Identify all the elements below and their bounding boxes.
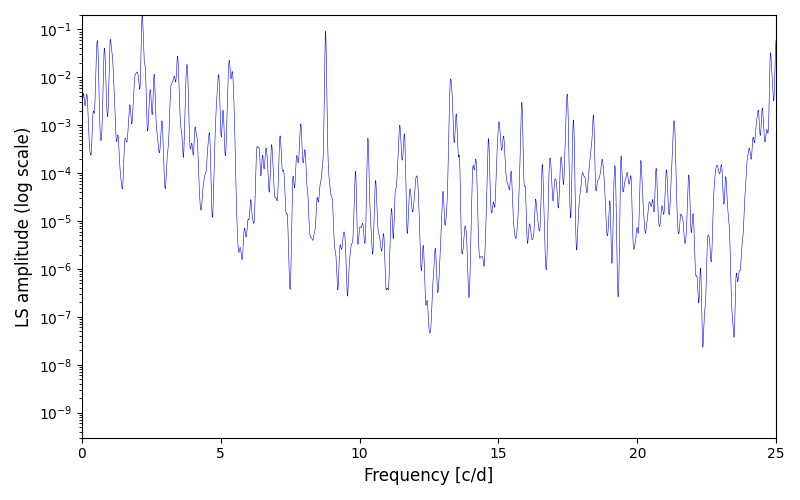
Y-axis label: LS amplitude (log scale): LS amplitude (log scale)	[15, 126, 33, 326]
X-axis label: Frequency [c/d]: Frequency [c/d]	[364, 467, 494, 485]
